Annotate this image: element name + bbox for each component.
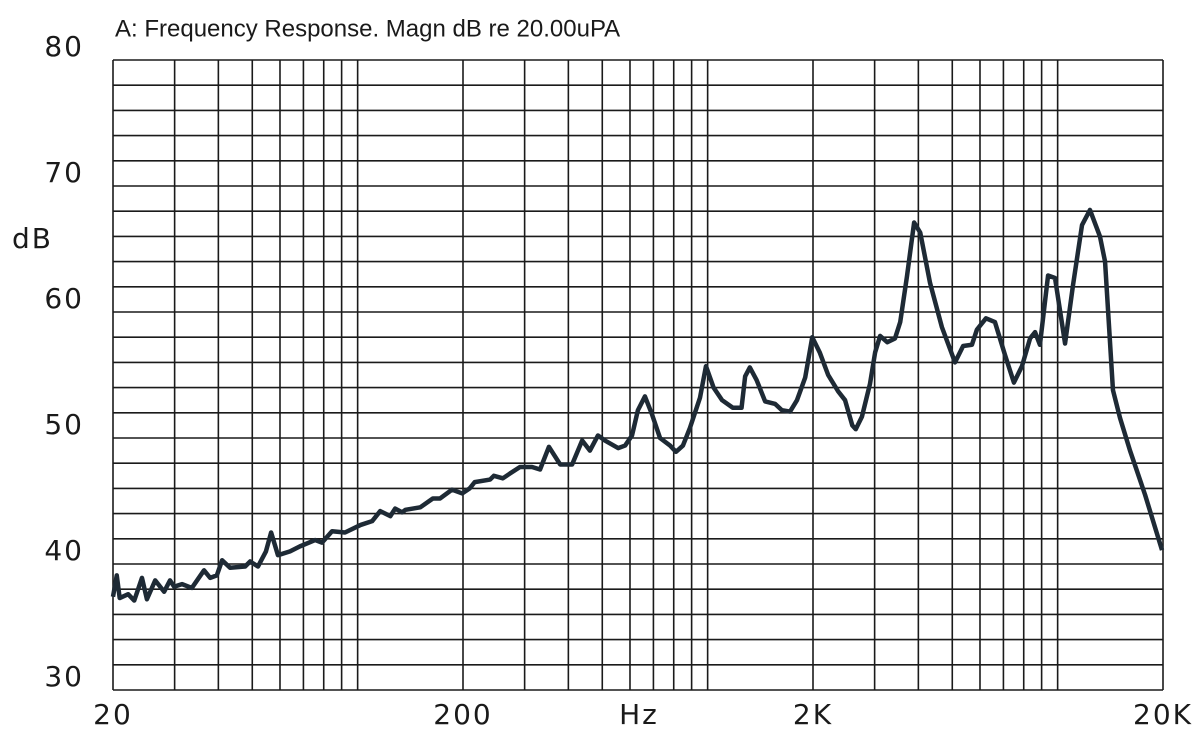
y-tick-label: 50 [44, 408, 84, 441]
x-tick-label: 20 [93, 698, 133, 731]
x-axis-label: Hz [619, 698, 659, 731]
y-tick-label: 30 [44, 660, 84, 693]
x-tick-label: 20K [1133, 698, 1193, 731]
y-tick-label: 70 [44, 156, 84, 189]
y-tick-label: 80 [44, 30, 84, 63]
chart-title: A: Frequency Response. Magn dB re 20.00u… [115, 15, 620, 42]
x-tick-label: 2K [793, 698, 833, 731]
series-line [110, 207, 1165, 603]
y-axis-label: dB [12, 222, 53, 255]
x-tick-label: 200 [433, 698, 492, 731]
y-tick-label: 60 [44, 282, 84, 315]
y-tick-label: 40 [44, 534, 84, 567]
